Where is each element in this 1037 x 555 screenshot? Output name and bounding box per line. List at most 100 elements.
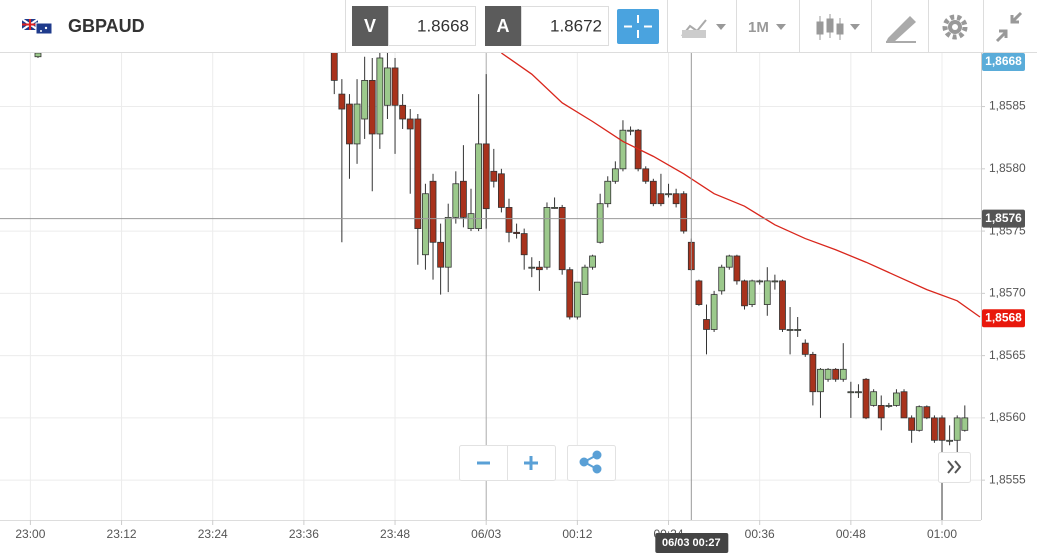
ask-label: A: [497, 16, 510, 36]
candle-body: [953, 417, 961, 441]
settings-button[interactable]: [942, 14, 968, 40]
crosshair-icon: [624, 15, 652, 38]
x-tick-label: 23:36: [289, 527, 319, 541]
candle-body: [718, 266, 726, 292]
candle-body: [801, 342, 809, 355]
candle-body: [558, 207, 566, 271]
candle-body: [786, 329, 794, 331]
collapse-button[interactable]: [995, 11, 1023, 43]
candle-body: [657, 193, 665, 205]
candle-body: [680, 193, 688, 232]
candle-body: [839, 368, 847, 380]
candle-body: [725, 255, 733, 268]
candle-body: [938, 417, 946, 441]
candle-body: [361, 79, 369, 120]
candle-body: [551, 207, 558, 209]
ask-button[interactable]: [485, 6, 521, 46]
candle-body: [429, 180, 437, 243]
candle-body: [832, 368, 840, 380]
candle-body: [467, 213, 475, 229]
plot-area: [0, 53, 981, 520]
symbol: GBPAUD: [68, 16, 145, 36]
chart-type-button[interactable]: [681, 19, 726, 38]
x-tick-label: 00:48: [836, 527, 866, 541]
candle-body: [573, 281, 581, 318]
candle-body: [437, 241, 445, 268]
axes: 1,85551,85601,85651,85701,85751,85801,85…: [15, 53, 1026, 553]
candle-body: [475, 143, 483, 229]
candle-body: [923, 406, 931, 419]
candle-body: [376, 57, 384, 135]
scroll-latest-button[interactable]: [938, 452, 971, 483]
candle-body: [756, 280, 764, 283]
candle-body: [649, 180, 657, 205]
candle-body: [771, 280, 779, 283]
candle-body: [490, 170, 498, 182]
timeframe[interactable]: 1M: [748, 19, 769, 36]
candle-body: [34, 53, 42, 58]
zoom-in-button[interactable]: [524, 456, 538, 470]
x-tick-label: 06/03: [471, 527, 501, 541]
candle-body: [847, 391, 855, 394]
ask-box: [521, 6, 609, 46]
crosshair-button[interactable]: [617, 9, 659, 44]
candle-body: [733, 255, 741, 282]
x-tick-label: 23:12: [107, 527, 137, 541]
candle-body: [794, 329, 802, 331]
bid-label: V: [364, 16, 376, 36]
candle-body: [893, 392, 900, 406]
grid: [0, 53, 981, 520]
candle-body: [589, 255, 596, 268]
candle-body: [619, 129, 627, 170]
x-tick-label: 23:00: [15, 527, 45, 541]
candle-body: [824, 368, 832, 380]
draw-button[interactable]: [886, 16, 916, 43]
candle-body: [885, 405, 893, 407]
candle-body: [710, 294, 718, 330]
y-tick-label: 1,8560: [989, 410, 1026, 424]
x-tick-label: 23:48: [380, 527, 410, 541]
candle-body: [444, 216, 452, 268]
candle-type-button[interactable]: [816, 14, 860, 40]
candle-body: [399, 104, 407, 120]
candle-body: [452, 183, 460, 218]
candle-body: [497, 173, 505, 208]
crosshair-time-label: 06/03 00:27: [662, 537, 721, 549]
candle-body: [627, 129, 634, 132]
candle-body: [460, 180, 467, 218]
crosshair-value-label: 1,8576: [985, 211, 1022, 225]
candle-body: [346, 103, 353, 145]
candle-body: [946, 439, 954, 442]
bid-box: [388, 6, 476, 46]
candle-body: [642, 168, 650, 182]
candle-body: [611, 168, 619, 182]
bid-button[interactable]: [352, 6, 388, 46]
ask-price: 1.8672: [550, 16, 602, 35]
bid-price: 1.8668: [417, 16, 469, 35]
candle-body: [543, 207, 551, 268]
candle-body: [961, 417, 969, 431]
candle-body: [422, 193, 429, 256]
y-tick-label: 1,8570: [989, 286, 1026, 300]
candle-body: [855, 391, 862, 394]
x-tick-label: 00:36: [745, 527, 775, 541]
x-tick-label: 23:24: [198, 527, 228, 541]
candle-body: [338, 93, 346, 110]
candle-body: [513, 231, 520, 234]
candle-body: [741, 280, 748, 307]
candle-body: [604, 180, 612, 205]
candle-body: [520, 233, 528, 256]
price-tag: [982, 309, 1025, 328]
share-button[interactable]: [567, 445, 616, 481]
candle-body: [763, 280, 771, 305]
crosshair-time-tag: [655, 533, 729, 553]
y-tick-label: 1,8555: [989, 472, 1026, 486]
candle-body: [581, 266, 589, 295]
y-tick-label: 1,8585: [989, 99, 1026, 113]
moving-average: [501, 53, 981, 318]
flag: [21, 18, 53, 35]
candle-body: [330, 53, 338, 81]
x-tick-label: 00:12: [562, 527, 592, 541]
